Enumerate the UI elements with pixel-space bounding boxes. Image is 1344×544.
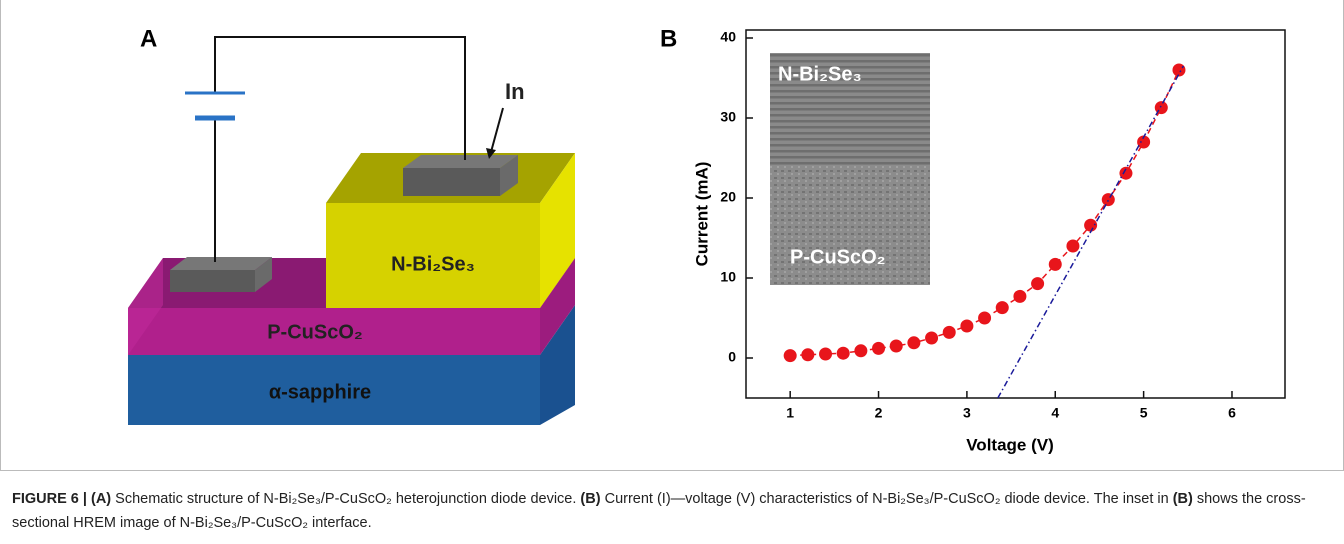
x-tick-label: 4 bbox=[1051, 405, 1059, 421]
caption-text: Schematic structure of N-Bi₂Se₃/P-CuScO₂… bbox=[111, 491, 580, 507]
data-point bbox=[872, 342, 885, 355]
data-point bbox=[819, 348, 832, 361]
pad-top bbox=[170, 257, 272, 270]
series-line bbox=[998, 66, 1184, 398]
y-tick-label: 30 bbox=[720, 109, 736, 125]
y-axis-label: Current (mA) bbox=[692, 162, 711, 267]
caption-text: (B) bbox=[580, 491, 600, 507]
data-point bbox=[784, 349, 797, 362]
inset-label: N-Bi₂Se₃ bbox=[778, 63, 862, 85]
data-point bbox=[837, 347, 850, 360]
data-point bbox=[801, 348, 814, 361]
caption-text: Current (I)—voltage (V) characteristics … bbox=[601, 491, 1173, 507]
y-tick-label: 10 bbox=[720, 269, 736, 285]
x-tick-label: 6 bbox=[1228, 405, 1236, 421]
data-point bbox=[996, 301, 1009, 314]
x-tick-label: 5 bbox=[1140, 405, 1148, 421]
x-tick-label: 3 bbox=[963, 405, 971, 421]
data-point bbox=[1031, 277, 1044, 290]
panel-label: A bbox=[140, 25, 157, 52]
data-point bbox=[907, 336, 920, 349]
data-point bbox=[1049, 258, 1062, 271]
arrow bbox=[491, 108, 503, 152]
x-axis-label: Voltage (V) bbox=[966, 435, 1054, 454]
layer-label: N-Bi₂Se₃ bbox=[391, 253, 475, 275]
data-point bbox=[854, 344, 867, 357]
data-point bbox=[960, 320, 973, 333]
y-tick-label: 40 bbox=[720, 29, 736, 45]
x-tick-label: 1 bbox=[786, 405, 794, 421]
data-point bbox=[1102, 193, 1115, 206]
contact-label: In bbox=[505, 79, 525, 104]
schematic: A In N-Bi₂Se₃ P-CuScO₂ α-sapphire bbox=[0, 0, 640, 470]
y-tick-label: 20 bbox=[720, 189, 736, 205]
data-point bbox=[1172, 64, 1185, 77]
pad-top bbox=[403, 155, 518, 168]
panel-label: B bbox=[660, 25, 677, 52]
x-tick-label: 2 bbox=[875, 405, 883, 421]
data-point bbox=[943, 326, 956, 339]
caption: FIGURE 6 | (A) Schematic structure of N-… bbox=[12, 487, 1312, 535]
inset-label: P-CuScO₂ bbox=[790, 246, 886, 268]
data-point bbox=[890, 340, 903, 353]
wire bbox=[215, 37, 465, 160]
pad-front bbox=[170, 270, 255, 292]
caption-text: FIGURE 6 | (A) bbox=[12, 491, 111, 507]
data-point bbox=[1013, 290, 1026, 303]
pad-front bbox=[403, 168, 500, 196]
y-tick-label: 0 bbox=[728, 349, 736, 365]
layer-label: α-sapphire bbox=[269, 381, 371, 403]
chart: B N-Bi₂Se₃ P-CuScO₂ Voltage (V) Current … bbox=[640, 0, 1340, 470]
layer-label: P-CuScO₂ bbox=[267, 321, 363, 343]
data-point bbox=[925, 332, 938, 345]
data-point bbox=[978, 312, 991, 325]
caption-text: (B) bbox=[1173, 491, 1193, 507]
data-point bbox=[1066, 240, 1079, 253]
page: {"panel_a": {"label": "A", "contact": "I… bbox=[0, 0, 1344, 544]
